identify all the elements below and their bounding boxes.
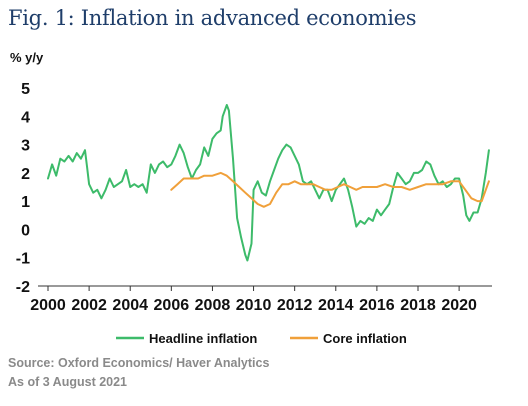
x-tick-label-9: 2018 [400,297,436,314]
x-tick-label-0: 2000 [30,297,66,314]
x-tick-label-8: 2016 [359,297,395,314]
y-tick-label-1: 4 [21,109,30,126]
series-lines [47,104,490,262]
x-tick-label-4: 2008 [195,297,231,314]
x-tick-label-1: 2002 [71,297,107,314]
y-axis-label: % y/y [10,50,44,65]
legend: Headline inflation Core inflation [116,331,407,346]
y-tick-label-7: -2 [16,279,30,296]
chart-title: Fig. 1: Inflation in advanced economies [8,6,417,30]
x-tick-label-6: 2012 [277,297,313,314]
inflation-line-chart: % y/y 5 4 3 2 1 0 -1 -2 2000 2002 2004 2006 2008 201… [10,50,492,346]
date-note: As of 3 August 2021 [8,375,128,389]
x-tick-label-10: 2020 [441,297,477,314]
x-axis-ticks: 2000 2002 2004 2006 2008 2010 2012 2014 2016 2018… [30,286,477,314]
legend-label-core: Core inflation [323,331,407,346]
x-tick-label-3: 2006 [154,297,190,314]
y-tick-label-4: 1 [21,194,30,211]
source-note: Source: Oxford Economics/ Haver Analytic… [8,356,270,370]
x-tick-label-5: 2010 [236,297,272,314]
x-tick-label-2: 2004 [112,297,148,314]
y-tick-label-6: -1 [16,251,30,268]
y-tick-label-0: 5 [21,81,30,98]
headline-inflation-line [47,104,490,262]
core-inflation-line [170,171,490,208]
x-tick-label-7: 2014 [318,297,354,314]
legend-label-headline: Headline inflation [149,331,257,346]
y-axis-ticks: 5 4 3 2 1 0 -1 -2 [16,81,30,296]
y-tick-label-2: 3 [21,138,30,155]
y-tick-label-3: 2 [21,166,30,183]
y-tick-label-5: 0 [21,222,30,239]
